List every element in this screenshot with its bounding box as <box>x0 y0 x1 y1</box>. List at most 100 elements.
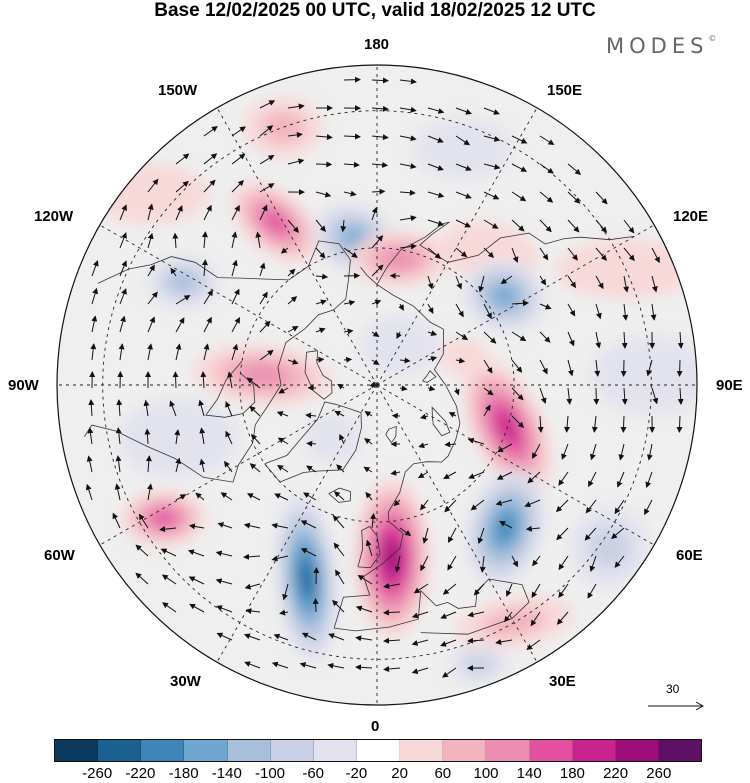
wind-arrow <box>483 247 495 259</box>
wind-arrow <box>383 666 401 673</box>
wind-arrow <box>243 633 261 641</box>
wind-arrow <box>306 440 317 447</box>
wind-arrow <box>195 492 205 501</box>
wind-arrow <box>282 583 289 601</box>
wind-arrow <box>417 471 429 479</box>
wind-arrow <box>477 527 485 545</box>
wind-arrow <box>357 574 373 585</box>
wind-arrow <box>135 572 149 585</box>
wind-arrow <box>255 231 262 249</box>
wind-arrow <box>175 153 190 165</box>
wind-arrow <box>505 583 513 597</box>
wind-arrow <box>383 637 401 644</box>
wind-arrow <box>369 381 376 389</box>
wind-arrow <box>393 499 401 507</box>
wind-arrow <box>250 433 261 445</box>
wind-arrow <box>90 343 97 361</box>
wind-arrow <box>511 555 518 568</box>
lon-label-90w: 90W <box>8 377 39 394</box>
wind-arrow <box>343 356 353 363</box>
reference-arrow-icon <box>648 701 705 711</box>
wind-arrow <box>259 291 268 305</box>
wind-arrow <box>504 611 513 623</box>
wind-arrow <box>620 415 627 433</box>
wind-arrow <box>399 357 411 364</box>
wind-arrow <box>539 219 552 233</box>
wind-arrow <box>271 522 289 529</box>
wind-arrow <box>539 247 549 261</box>
wind-arrow <box>537 415 544 433</box>
wind-arrow <box>567 219 580 233</box>
wind-arrow <box>413 583 429 594</box>
wind-arrow <box>371 77 389 84</box>
wind-arrow <box>420 499 429 511</box>
wind-arrow <box>343 247 358 258</box>
wind-arrow <box>198 399 205 417</box>
wind-arrow <box>623 247 635 262</box>
wind-arrow <box>175 457 182 473</box>
copyright-mark: © <box>708 34 717 43</box>
wind-arrow <box>455 275 463 290</box>
wind-arrow <box>440 611 457 619</box>
wind-arrow <box>483 404 491 417</box>
wind-arrow <box>119 288 127 305</box>
wind-arrow <box>383 582 401 589</box>
wind-arrow <box>411 639 429 646</box>
positive-anomaly-contour <box>262 210 288 234</box>
wind-arrow <box>312 597 319 613</box>
wind-arrow <box>644 499 653 516</box>
wind-arrow <box>244 661 261 669</box>
wind-arrow <box>169 400 177 417</box>
wind-arrow <box>676 415 683 433</box>
colorbar-ticks: -260 -220 -180 -140 -100 -60 -20 20 60 100 140 180 2… <box>54 765 702 783</box>
wind-arrow <box>622 303 629 321</box>
wind-arrow <box>399 135 417 142</box>
meridian-line <box>99 224 378 386</box>
wind-arrow <box>201 259 208 277</box>
wind-arrow <box>371 264 384 277</box>
wind-arrow <box>398 303 404 311</box>
wind-arrow <box>567 163 582 175</box>
wind-arrow <box>175 205 183 221</box>
wind-arrow <box>306 465 317 473</box>
wind-arrow <box>231 343 239 361</box>
wind-arrow <box>651 247 660 264</box>
wind-arrow <box>483 163 501 170</box>
wind-arrow <box>399 189 416 196</box>
wind-arrow <box>595 331 602 349</box>
wind-arrow <box>651 275 658 293</box>
wind-arrow <box>396 331 402 339</box>
wind-arrow <box>115 427 122 445</box>
wind-arrow <box>427 330 438 336</box>
colorbar-swatch <box>356 740 401 761</box>
wind-arrow <box>365 491 373 501</box>
wind-arrow <box>287 131 303 138</box>
wind-arrow <box>333 542 345 557</box>
colorbar-tick-label: 20 <box>391 765 408 782</box>
wind-arrow <box>175 343 182 361</box>
colorbar-swatch <box>98 740 142 761</box>
wind-arrow <box>399 163 417 170</box>
meridian-line <box>376 107 538 386</box>
colorbar-tick-label: -220 <box>125 765 156 782</box>
colorbar-swatch <box>443 740 487 761</box>
wind-arrow <box>595 191 608 205</box>
wind-vectors <box>85 76 684 678</box>
colorbar-swatch <box>400 740 444 761</box>
coastline <box>333 267 461 629</box>
meridian-line <box>99 384 378 546</box>
wind-arrow <box>483 387 494 396</box>
wind-arrow <box>339 433 345 445</box>
wind-arrow <box>231 317 240 333</box>
wind-arrow <box>299 662 317 669</box>
wind-arrow <box>334 410 345 417</box>
wind-arrow <box>355 605 373 613</box>
wind-arrow <box>455 357 466 364</box>
wind-arrow <box>225 401 233 417</box>
negative-anomaly-contour <box>300 561 313 595</box>
wind-arrow <box>259 125 274 137</box>
lon-label-90e: 90E <box>716 377 743 394</box>
wind-arrow <box>115 455 122 473</box>
wind-arrow <box>371 105 389 112</box>
wind-arrow <box>287 296 298 305</box>
